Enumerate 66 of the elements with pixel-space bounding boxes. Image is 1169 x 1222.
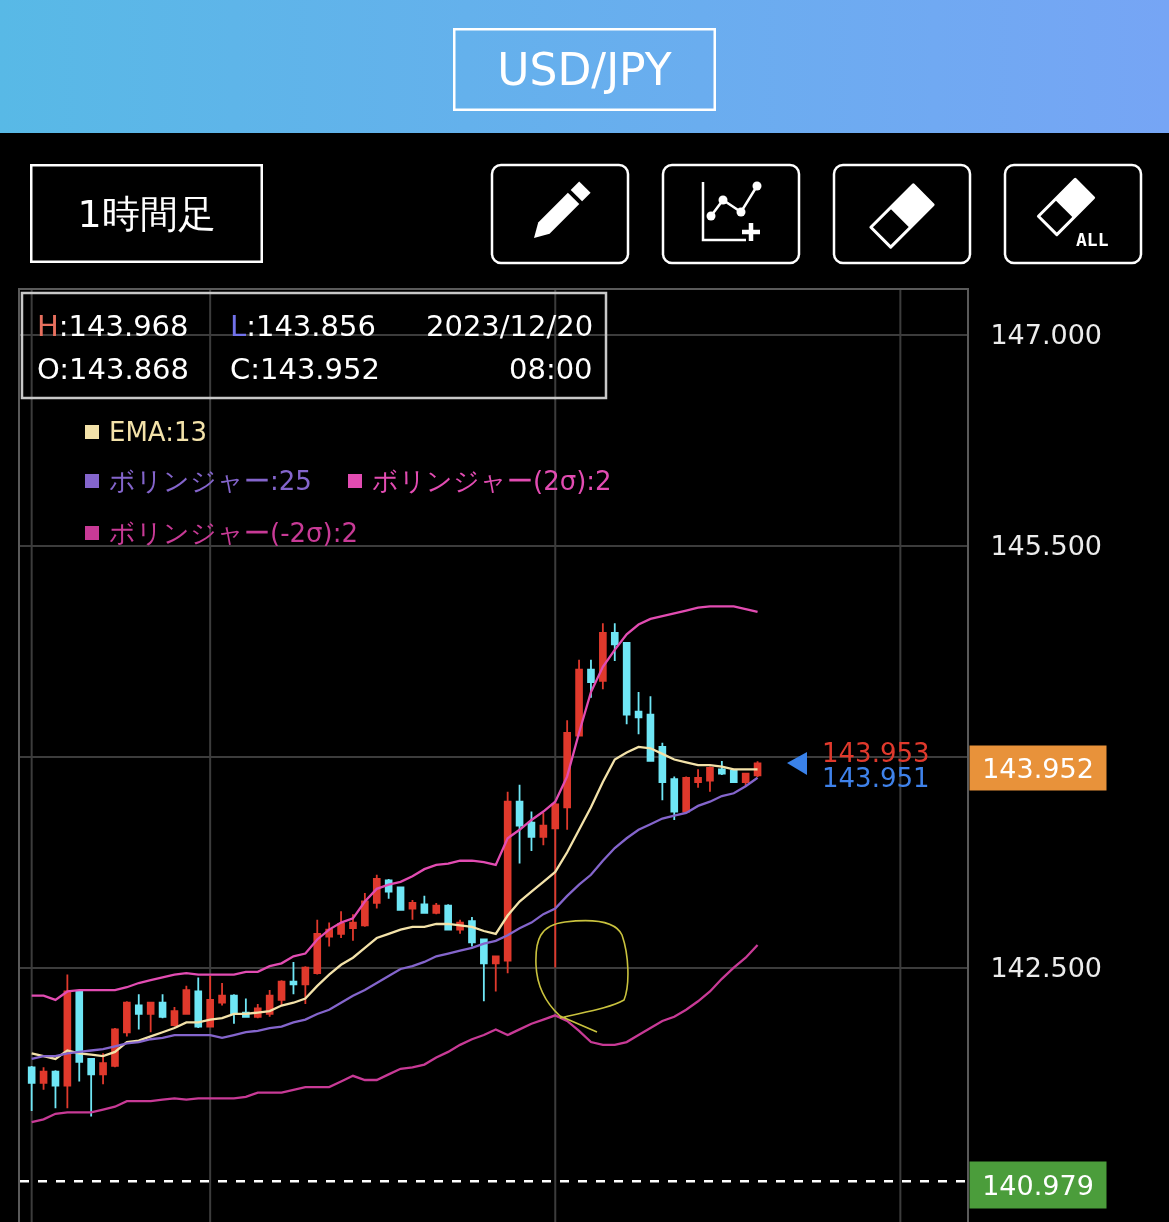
candlestick (123, 1000, 131, 1038)
legend-label: ボリンジャー(2σ):2 (372, 466, 612, 496)
candlestick (396, 886, 405, 911)
candlestick (551, 802, 560, 969)
candlestick (218, 982, 226, 1007)
candlestick (170, 1006, 179, 1028)
candlestick (194, 976, 203, 1029)
candlestick (372, 873, 381, 910)
y-tick-label: 145.500 (990, 530, 1103, 562)
annotation: 08:00 (509, 352, 593, 386)
candlestick (206, 975, 214, 1028)
candlestick (670, 775, 679, 821)
candlestick (718, 760, 726, 776)
legend-label: EMA:13 (109, 417, 208, 447)
annotation: 2023/12/20 (426, 309, 594, 343)
candlestick (230, 993, 238, 1025)
candlestick (63, 973, 72, 1110)
text: ALL (1076, 229, 1109, 250)
candlestick (444, 903, 452, 931)
line-series (30, 943, 759, 1124)
candlestick (575, 658, 583, 737)
candlestick (301, 965, 310, 1006)
candlestick (539, 812, 548, 847)
legend-label: ボリンジャー(-2σ):2 (109, 518, 358, 548)
candlestick (563, 719, 571, 831)
candlestick (51, 1069, 60, 1110)
candlestick (491, 955, 500, 993)
candlestick (158, 993, 167, 1020)
candlestick (337, 910, 345, 939)
annotation: L:143.856 (230, 309, 376, 343)
candlestick (599, 622, 607, 691)
y-tick-label: 142.500 (990, 952, 1103, 984)
y-tick-label: 147.000 (990, 319, 1103, 351)
candlestick (682, 775, 690, 813)
candlestick (480, 938, 488, 1003)
candlestick (610, 622, 619, 663)
text: 143.952 (982, 752, 1094, 784)
chart-subtitle: 1時間足 (77, 191, 216, 236)
candlestick (694, 768, 702, 789)
candlestick (729, 768, 738, 783)
candlestick (634, 691, 643, 736)
candlestick (182, 984, 191, 1015)
candlestick (39, 1066, 48, 1091)
candlestick (313, 918, 322, 976)
annotation: H:143.968 (37, 309, 189, 343)
candlestick (432, 902, 441, 916)
candlestick (706, 765, 714, 793)
candlestick (622, 641, 631, 726)
annotation: O:143.868 (37, 352, 190, 386)
candlestick (146, 1001, 155, 1034)
candlestick (658, 741, 667, 802)
candlestick (361, 892, 369, 928)
candlestick (27, 1065, 36, 1112)
annotation: C:143.952 (230, 352, 380, 386)
candlestick (87, 1058, 95, 1118)
candlestick (75, 990, 84, 1083)
ref-line-label: 140.979 (982, 1169, 1094, 1201)
candlestick (420, 894, 429, 914)
candlestick (99, 1052, 107, 1086)
candlestick (515, 783, 524, 865)
candlestick (587, 658, 595, 699)
legend-label: ボリンジャー:25 (109, 466, 312, 496)
chart-title: USD/JPY (497, 44, 672, 95)
line-series (30, 605, 759, 1002)
candlestick (349, 913, 357, 942)
candlestick (134, 993, 143, 1031)
